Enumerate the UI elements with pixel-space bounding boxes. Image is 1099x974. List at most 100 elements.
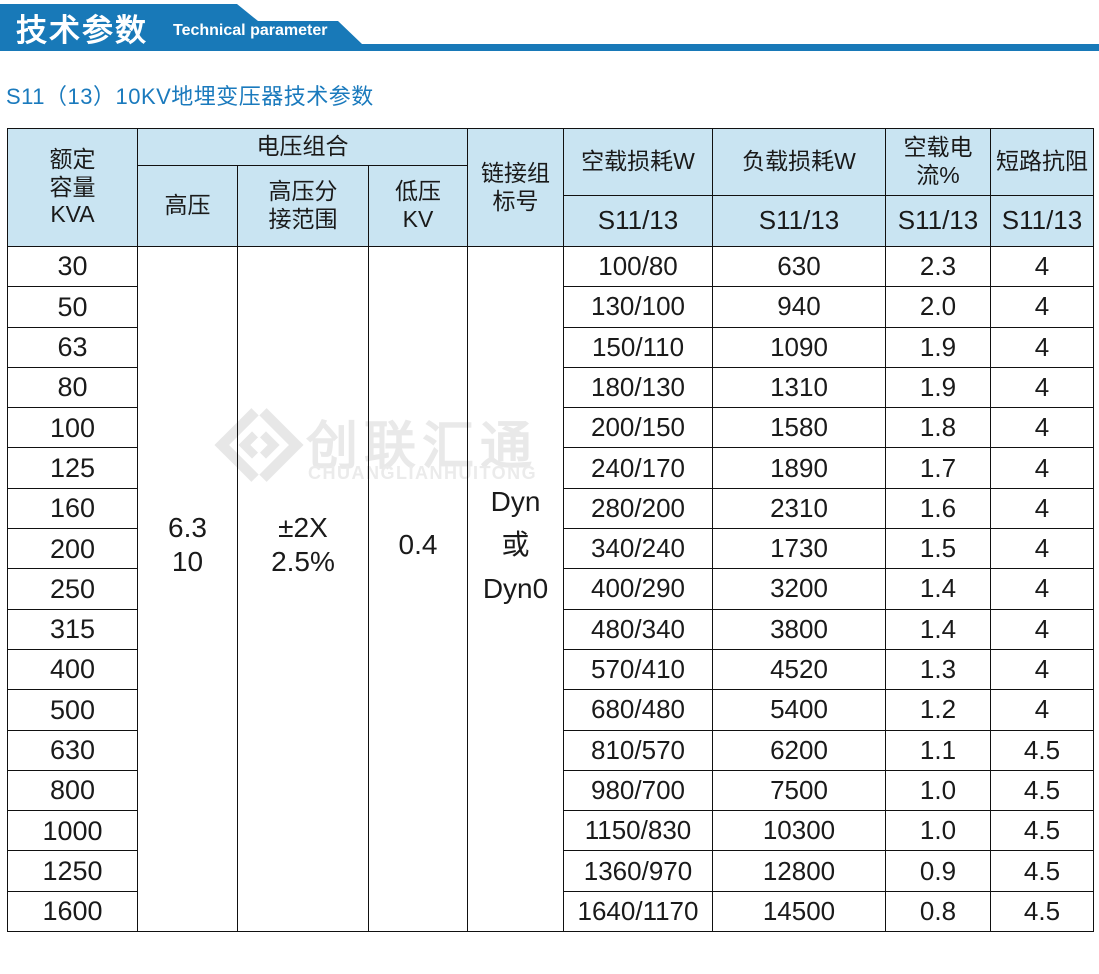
no-load-current-cell: 1.9 xyxy=(886,367,991,409)
load-loss-cell: 4520 xyxy=(713,649,886,691)
impedance-cell: 4.5 xyxy=(991,891,1094,933)
load-loss-cell: 3800 xyxy=(713,609,886,650)
kva-cell: 400 xyxy=(8,649,138,691)
impedance-cell: 4 xyxy=(991,529,1094,570)
vector-group-value: Dyn 或 Dyn0 xyxy=(482,485,549,604)
load-loss-cell: 5400 xyxy=(713,690,886,731)
no-load-current-cell: 1.9 xyxy=(886,327,991,368)
header-model-no-load-current: S11/13 xyxy=(886,196,991,247)
load-loss-cell: 1890 xyxy=(713,448,886,489)
kva-cell: 80 xyxy=(8,367,138,409)
banner-title-cn: 技术参数 xyxy=(16,13,148,48)
load-loss-cell: 940 xyxy=(713,287,886,328)
kva-cell: 800 xyxy=(8,770,138,812)
company-logo-icon xyxy=(214,408,304,482)
impedance-cell: 4.5 xyxy=(991,811,1094,852)
no-load-current-cell: 1.4 xyxy=(886,569,991,610)
parameters-table: 额定 容量 KVA 电压组合 高压 高压分 接范围 低压 KV 链接组 标号 空… xyxy=(7,128,1094,933)
no-load-loss-cell: 1640/1170 xyxy=(564,891,713,933)
load-loss-cell: 10300 xyxy=(713,811,886,852)
load-loss-cell: 7500 xyxy=(713,770,886,812)
load-loss-cell: 3200 xyxy=(713,569,886,610)
header-rated-capacity: 额定 容量 KVA xyxy=(8,129,138,247)
no-load-current-cell: 0.8 xyxy=(886,891,991,933)
header-no-load-loss: 空载损耗W xyxy=(564,129,713,196)
header-model-no-load-loss: S11/13 xyxy=(564,196,713,247)
no-load-current-cell: 1.3 xyxy=(886,649,991,691)
no-load-loss-cell: 340/240 xyxy=(564,529,713,570)
impedance-cell: 4 xyxy=(991,327,1094,368)
no-load-loss-cell: 680/480 xyxy=(564,690,713,731)
no-load-current-cell: 1.8 xyxy=(886,408,991,449)
no-load-loss-cell: 240/170 xyxy=(564,448,713,489)
impedance-cell: 4 xyxy=(991,609,1094,650)
header-load-loss: 负载损耗W xyxy=(713,129,886,196)
merged-vector-group-value: Dyn 或 Dyn0 xyxy=(468,247,564,933)
no-load-loss-cell: 400/290 xyxy=(564,569,713,610)
kva-cell: 315 xyxy=(8,609,138,650)
no-load-current-cell: 2.3 xyxy=(886,247,991,288)
no-load-current-cell: 2.0 xyxy=(886,287,991,328)
load-loss-cell: 14500 xyxy=(713,891,886,933)
impedance-cell: 4 xyxy=(991,690,1094,731)
impedance-cell: 4 xyxy=(991,488,1094,530)
no-load-current-cell: 1.6 xyxy=(886,488,991,530)
impedance-cell: 4 xyxy=(991,448,1094,489)
no-load-loss-cell: 130/100 xyxy=(564,287,713,328)
header-model-impedance: S11/13 xyxy=(991,196,1094,247)
no-load-current-cell: 1.0 xyxy=(886,811,991,852)
kva-cell: 250 xyxy=(8,569,138,610)
no-load-loss-cell: 1150/830 xyxy=(564,811,713,852)
low-voltage-value: 0.4 xyxy=(398,529,438,561)
merged-low-voltage-value: 0.4 xyxy=(369,247,468,933)
header-low-voltage: 低压 KV xyxy=(369,166,468,247)
kva-cell: 125 xyxy=(8,448,138,489)
no-load-loss-cell: 200/150 xyxy=(564,408,713,449)
section-banner: 技术参数 Technical parameter xyxy=(0,4,1099,51)
merged-high-voltage-value: 6.3 10 xyxy=(138,247,238,933)
kva-cell: 63 xyxy=(8,327,138,368)
no-load-loss-cell: 980/700 xyxy=(564,770,713,812)
load-loss-cell: 1310 xyxy=(713,367,886,409)
no-load-loss-cell: 150/110 xyxy=(564,327,713,368)
impedance-cell: 4 xyxy=(991,367,1094,409)
header-impedance: 短路抗阻 xyxy=(991,129,1094,196)
no-load-current-cell: 0.9 xyxy=(886,851,991,892)
load-loss-cell: 2310 xyxy=(713,488,886,530)
high-voltage-value: 6.3 10 xyxy=(168,512,207,578)
header-vector-group: 链接组 标号 xyxy=(468,129,564,247)
no-load-loss-cell: 180/130 xyxy=(564,367,713,409)
watermark-text-en: CHUANGLIANHUITONG xyxy=(308,463,538,483)
impedance-cell: 4 xyxy=(991,569,1094,610)
kva-cell: 200 xyxy=(8,529,138,570)
no-load-loss-cell: 810/570 xyxy=(564,730,713,771)
header-high-voltage: 高压 xyxy=(138,166,238,247)
banner-title-en: Technical parameter xyxy=(173,22,328,39)
page-title: S11（13）10KV地埋变压器技术参数 xyxy=(6,84,374,109)
kva-cell: 100 xyxy=(8,408,138,449)
impedance-cell: 4 xyxy=(991,287,1094,328)
load-loss-cell: 6200 xyxy=(713,730,886,771)
no-load-loss-cell: 1360/970 xyxy=(564,851,713,892)
no-load-current-cell: 1.7 xyxy=(886,448,991,489)
kva-cell: 30 xyxy=(8,247,138,288)
merged-hv-tap-range-value: ±2X 2.5% xyxy=(238,247,369,933)
load-loss-cell: 630 xyxy=(713,247,886,288)
watermark-text-cn: 创联汇通 xyxy=(306,418,539,476)
impedance-cell: 4 xyxy=(991,247,1094,288)
header-model-load-loss: S11/13 xyxy=(713,196,886,247)
load-loss-cell: 1090 xyxy=(713,327,886,368)
kva-cell: 50 xyxy=(8,287,138,328)
kva-cell: 1000 xyxy=(8,811,138,852)
kva-cell: 1600 xyxy=(8,891,138,933)
load-loss-cell: 1730 xyxy=(713,529,886,570)
header-no-load-current: 空载电流% xyxy=(886,129,991,196)
load-loss-cell: 1580 xyxy=(713,408,886,449)
no-load-loss-cell: 100/80 xyxy=(564,247,713,288)
impedance-cell: 4 xyxy=(991,408,1094,449)
kva-cell: 160 xyxy=(8,488,138,530)
kva-cell: 630 xyxy=(8,730,138,771)
header-voltage-combination: 电压组合 xyxy=(138,129,468,166)
kva-cell: 500 xyxy=(8,690,138,731)
